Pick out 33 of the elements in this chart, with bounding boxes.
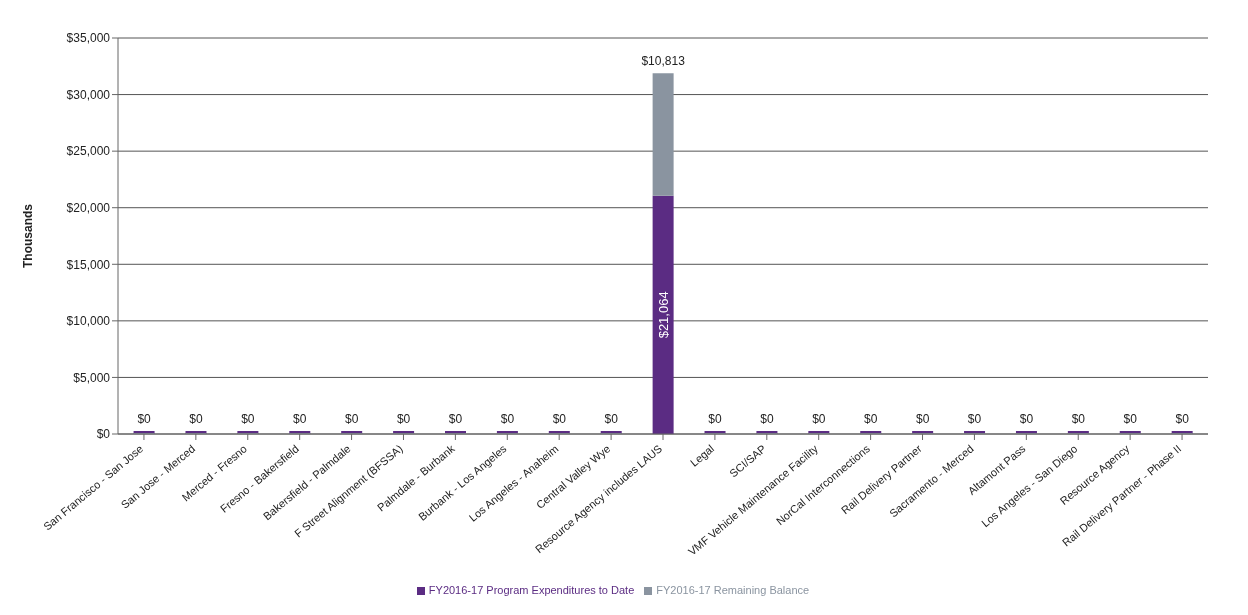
legend-label: FY2016-17 Remaining Balance: [656, 584, 810, 596]
y-tick-label: $15,000: [66, 257, 111, 272]
legend-label: FY2016-17 Program Expenditures to Date: [428, 584, 635, 596]
data-label: $0: [708, 412, 723, 426]
y-tick-label: $5,000: [73, 370, 111, 385]
y-tick-label: $20,000: [66, 200, 111, 215]
data-label: $0: [760, 412, 774, 426]
y-tick-label: $35,000: [66, 31, 111, 46]
data-label: $0: [864, 412, 878, 426]
data-label: $0: [345, 412, 359, 426]
data-label: $0: [1175, 412, 1190, 426]
y-tick-label: $25,000: [66, 144, 111, 159]
data-label: $0: [604, 412, 619, 426]
data-label: $0: [1123, 412, 1138, 426]
data-label: $21,064: [655, 291, 671, 339]
data-label: $0: [293, 412, 307, 426]
data-label: $0: [137, 412, 152, 426]
data-label: $0: [812, 412, 826, 426]
y-axis-title: Thousands: [21, 203, 36, 269]
data-label: $0: [448, 412, 463, 426]
y-tick-label: $10,000: [66, 314, 111, 329]
y-tick-label: $30,000: [66, 87, 111, 102]
data-label: $0: [1071, 412, 1086, 426]
y-tick-label: $0: [96, 427, 111, 442]
data-label: $0: [396, 412, 411, 426]
data-label: $0: [915, 412, 930, 426]
data-label: $0: [189, 412, 203, 426]
data-label: $0: [241, 412, 255, 426]
data-label: $0: [552, 412, 567, 426]
data-label: $0: [1019, 412, 1034, 426]
data-label: $0: [500, 412, 515, 426]
data-label: $10,813: [641, 54, 686, 69]
data-label: $0: [967, 412, 982, 426]
